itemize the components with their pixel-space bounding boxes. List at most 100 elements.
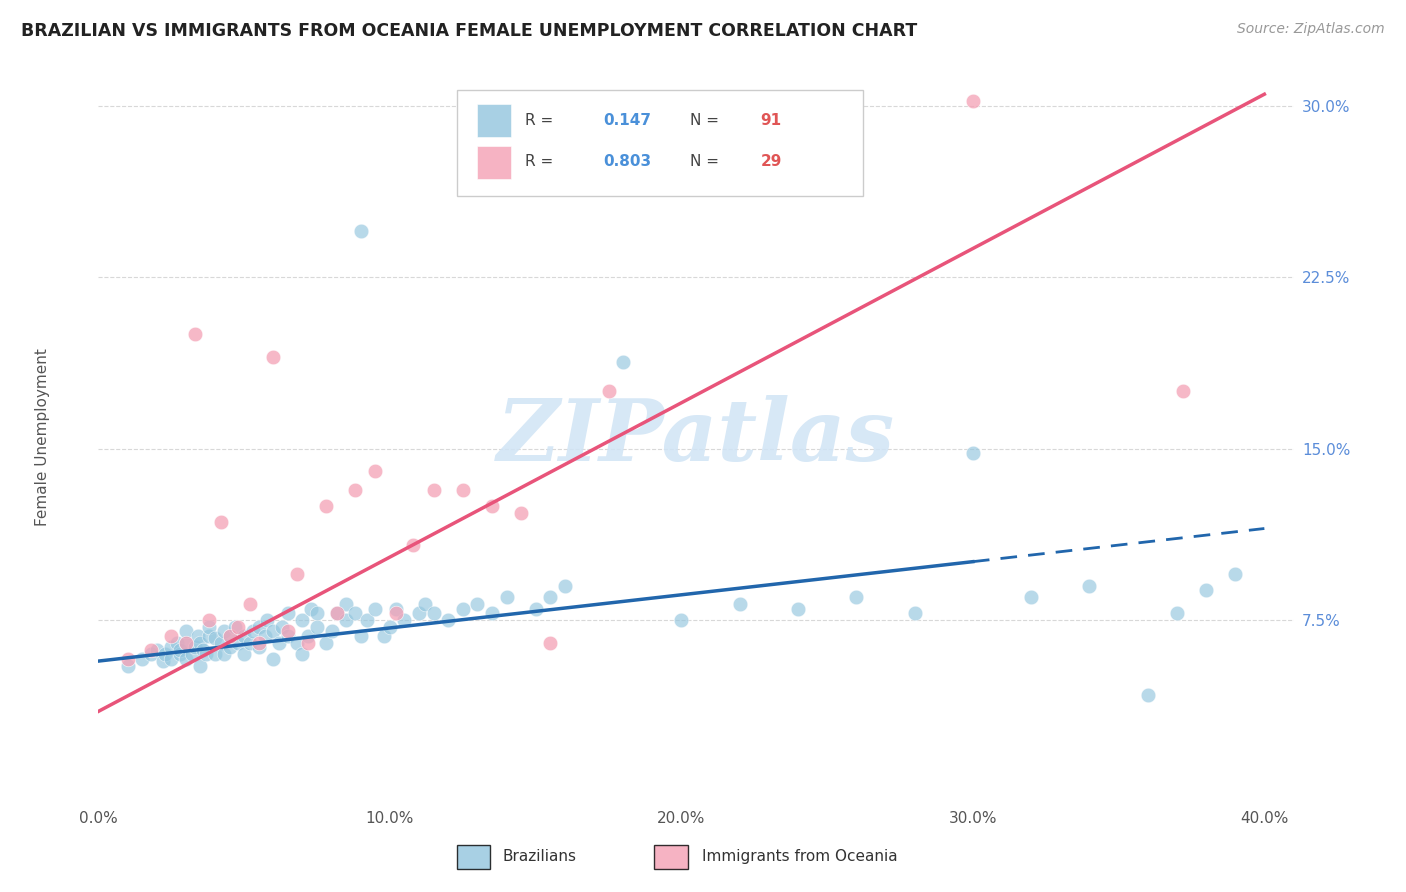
Point xyxy=(186,629,208,643)
Point xyxy=(271,620,294,634)
Point xyxy=(1225,567,1247,582)
Point xyxy=(218,629,240,643)
Point xyxy=(422,606,444,620)
Point xyxy=(373,629,395,643)
Point xyxy=(228,620,250,634)
Point xyxy=(408,606,430,620)
Point xyxy=(117,652,139,666)
Point xyxy=(394,613,416,627)
Point xyxy=(256,613,278,627)
Point xyxy=(481,499,503,513)
Text: Source: ZipAtlas.com: Source: ZipAtlas.com xyxy=(1237,22,1385,37)
Point xyxy=(218,629,240,643)
Point xyxy=(183,327,205,342)
Point xyxy=(402,537,425,551)
Point xyxy=(198,629,221,643)
Point xyxy=(160,629,183,643)
Y-axis label: Female Unemployment: Female Unemployment xyxy=(35,348,51,526)
Point xyxy=(538,590,561,604)
Point xyxy=(524,601,547,615)
Point xyxy=(1136,689,1159,703)
Text: R =: R = xyxy=(524,153,558,169)
Point xyxy=(204,632,226,646)
Point xyxy=(262,624,284,639)
Point xyxy=(321,624,343,639)
Text: R =: R = xyxy=(524,113,558,128)
Point xyxy=(285,567,308,582)
Point xyxy=(326,606,349,620)
Point xyxy=(305,620,328,634)
Point xyxy=(299,601,322,615)
Point xyxy=(160,652,183,666)
Point xyxy=(195,647,218,661)
Point xyxy=(218,640,240,655)
Point xyxy=(145,642,167,657)
Text: 0.803: 0.803 xyxy=(603,153,651,169)
Point xyxy=(962,94,984,108)
Point xyxy=(343,606,366,620)
Point xyxy=(364,464,387,478)
Text: 29: 29 xyxy=(761,153,782,169)
Point xyxy=(174,624,197,639)
FancyBboxPatch shape xyxy=(457,90,863,195)
Point xyxy=(174,652,197,666)
Point xyxy=(152,654,174,668)
Point xyxy=(212,647,235,661)
Point xyxy=(297,629,319,643)
Point xyxy=(510,506,533,520)
Point xyxy=(277,629,299,643)
Point xyxy=(671,613,693,627)
Point xyxy=(384,606,406,620)
Point xyxy=(285,636,308,650)
Point xyxy=(180,647,202,661)
FancyBboxPatch shape xyxy=(477,146,510,179)
Point xyxy=(228,636,250,650)
Point xyxy=(1171,384,1194,399)
Text: N =: N = xyxy=(690,113,724,128)
Point xyxy=(451,483,474,497)
Point xyxy=(384,601,406,615)
Point xyxy=(169,647,191,661)
Point xyxy=(335,597,357,611)
Point xyxy=(131,652,153,666)
Point xyxy=(364,601,387,615)
FancyBboxPatch shape xyxy=(654,846,688,869)
Point xyxy=(356,613,378,627)
Point xyxy=(467,597,489,611)
Point xyxy=(612,354,634,368)
Point xyxy=(204,647,226,661)
Point xyxy=(253,629,276,643)
Text: 91: 91 xyxy=(761,113,782,128)
Point xyxy=(378,620,401,634)
Point xyxy=(554,579,576,593)
Point xyxy=(190,658,212,673)
FancyBboxPatch shape xyxy=(457,846,491,869)
Point xyxy=(117,658,139,673)
Text: ZIPatlas: ZIPatlas xyxy=(496,395,896,479)
Point xyxy=(845,590,868,604)
Point xyxy=(305,606,328,620)
Point xyxy=(209,636,232,650)
Point xyxy=(1078,579,1101,593)
Point xyxy=(190,636,212,650)
Point xyxy=(239,597,262,611)
Point xyxy=(160,640,183,655)
Point xyxy=(481,606,503,620)
Point xyxy=(422,483,444,497)
Point xyxy=(538,636,561,650)
Text: Immigrants from Oceania: Immigrants from Oceania xyxy=(702,849,897,864)
Point xyxy=(139,642,162,657)
Point xyxy=(335,613,357,627)
Point xyxy=(183,640,205,655)
Point xyxy=(437,613,460,627)
Point xyxy=(1166,606,1188,620)
Text: N =: N = xyxy=(690,153,724,169)
Point xyxy=(598,384,620,399)
Point xyxy=(291,647,314,661)
Point xyxy=(413,597,436,611)
Point xyxy=(903,606,925,620)
Point xyxy=(262,652,284,666)
Point xyxy=(326,606,349,620)
Point xyxy=(495,590,517,604)
Text: BRAZILIAN VS IMMIGRANTS FROM OCEANIA FEMALE UNEMPLOYMENT CORRELATION CHART: BRAZILIAN VS IMMIGRANTS FROM OCEANIA FEM… xyxy=(21,22,917,40)
